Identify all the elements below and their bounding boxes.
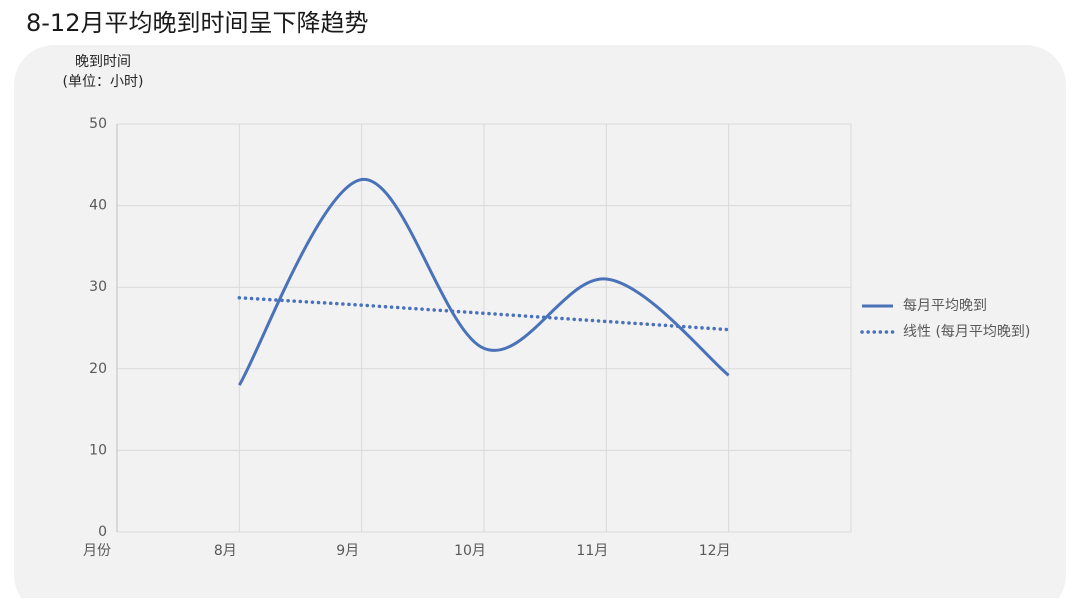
series-line xyxy=(238,177,730,386)
x-tick-label: 8月 xyxy=(214,543,237,559)
y-tick-label: 30 xyxy=(89,279,107,295)
x-tick-label: 9月 xyxy=(336,543,359,559)
x-tick-label: 10月 xyxy=(454,543,486,559)
y-tick-label: 40 xyxy=(89,198,107,214)
y-axis-title: 晚到时间 xyxy=(75,54,131,70)
y-tick-label: 0 xyxy=(98,524,107,540)
legend-label: 线性 (每月平均晚到) xyxy=(903,324,1030,340)
legend-label: 每月平均晚到 xyxy=(903,298,987,314)
x-tick-label: 11月 xyxy=(576,543,608,559)
y-tick-label: 50 xyxy=(89,116,107,132)
series-line xyxy=(237,296,731,332)
y-tick-label: 10 xyxy=(89,442,107,458)
y-tick-label: 20 xyxy=(89,361,107,377)
x-tick-label: 12月 xyxy=(699,543,731,559)
x-axis-title: 月份 xyxy=(83,543,111,559)
y-axis-unit: (单位：小时) xyxy=(63,74,144,90)
chart-title: 8-12月平均晚到时间呈下降趋势 xyxy=(26,9,368,37)
